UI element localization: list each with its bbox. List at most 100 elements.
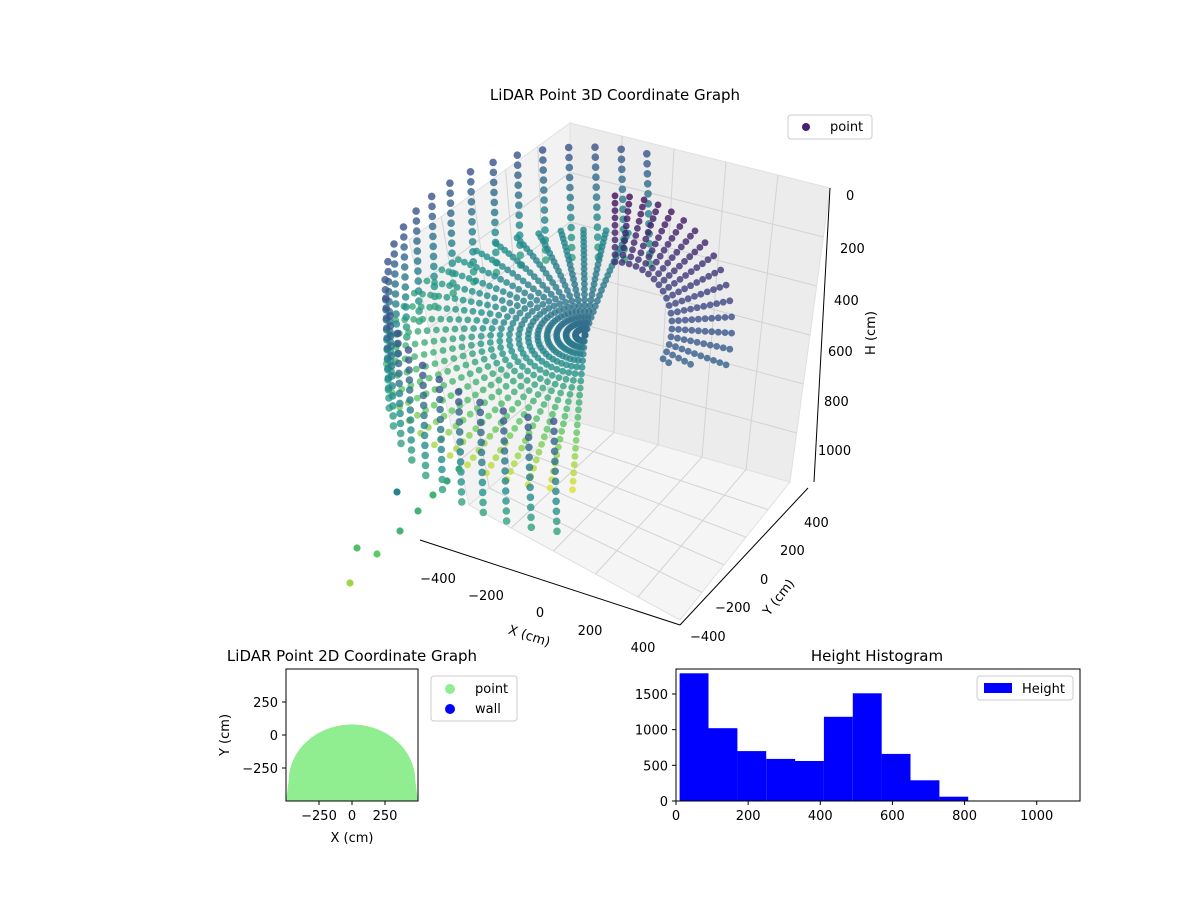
cloud-point <box>387 362 396 370</box>
cloud-point <box>728 313 735 321</box>
cloud-point <box>648 247 656 254</box>
cloud-point <box>593 233 602 241</box>
cloud-point <box>565 153 573 162</box>
cloud-point <box>410 316 418 323</box>
cloud-point <box>573 429 581 436</box>
cloud-point <box>566 391 574 398</box>
cloud-point <box>472 378 480 386</box>
cloud-point <box>675 288 682 296</box>
cloud-point <box>524 413 532 422</box>
legend-histogram-swatch <box>984 683 1012 693</box>
cloud-point <box>611 229 619 237</box>
cloud-point <box>391 270 399 278</box>
cloud-point <box>414 277 423 285</box>
cloud-point <box>430 349 437 356</box>
cloud-point <box>563 405 571 413</box>
cloud-point <box>570 275 577 283</box>
cloud-point <box>455 256 462 264</box>
cloud-point <box>695 315 702 323</box>
cloud-point <box>458 334 466 342</box>
cloud-point <box>478 488 487 497</box>
cloud-point <box>525 443 533 452</box>
cloud-point <box>651 240 659 248</box>
legend-wall-label: wall <box>475 702 501 717</box>
cloud-point <box>591 275 599 283</box>
cloud-point <box>611 236 619 244</box>
cloud-point <box>448 407 456 414</box>
histogram-title: Height Histogram <box>811 647 943 665</box>
cloud-point <box>477 340 485 348</box>
cloud-point <box>430 401 438 409</box>
cloud-point <box>430 282 439 291</box>
y-tick-label: −400 <box>690 630 726 645</box>
cloud-point <box>591 302 599 310</box>
cloud-point <box>448 259 457 268</box>
cloud-point <box>660 276 668 284</box>
cloud-point <box>437 455 446 464</box>
cloud-point <box>540 293 548 301</box>
cloud-point <box>565 163 574 172</box>
cloud-point <box>538 146 547 154</box>
cloud-point <box>381 276 389 284</box>
stray-point <box>414 507 422 515</box>
cloud-point <box>491 272 498 280</box>
cloud-point <box>419 401 428 410</box>
cloud-point <box>566 193 574 202</box>
cloud-point <box>539 166 547 174</box>
cloud-point <box>635 256 642 263</box>
cloud-point <box>509 270 517 277</box>
legend-point-label: point <box>475 682 508 697</box>
cloud-point <box>572 437 580 444</box>
cloud-point <box>492 454 500 462</box>
cloud-point <box>722 361 730 369</box>
cloud-point <box>508 406 516 413</box>
cloud-point <box>669 351 676 359</box>
cloud-point <box>659 265 667 272</box>
cloud-point <box>478 478 487 487</box>
cloud-point <box>545 298 553 305</box>
cloud-point <box>553 527 561 536</box>
cloud-point <box>513 294 521 302</box>
cloud-point <box>493 359 501 367</box>
cloud-point <box>652 258 660 266</box>
cloud-point <box>681 285 688 293</box>
legend-3d-marker <box>802 123 810 131</box>
cloud-point <box>578 363 586 371</box>
cloud-point <box>469 307 477 315</box>
cloud-point <box>617 155 626 164</box>
cloud-point <box>527 293 535 300</box>
cloud-point <box>384 257 392 266</box>
cloud-point <box>544 394 552 401</box>
cloud-point <box>632 263 640 270</box>
cloud-point <box>542 369 550 377</box>
cloud-point <box>441 357 448 365</box>
cloud-point <box>525 463 534 472</box>
cloud-point <box>569 477 577 485</box>
cloud-point <box>400 233 408 241</box>
cloud-point <box>456 448 465 456</box>
cloud-point <box>400 263 409 271</box>
cloud-point <box>527 523 536 532</box>
cloud-point <box>456 458 465 466</box>
cloud-point <box>475 366 483 374</box>
cloud-point <box>570 377 577 384</box>
cloud-point <box>665 272 673 279</box>
cloud-point <box>477 428 485 437</box>
cloud-point <box>499 417 508 425</box>
cloud-point <box>481 374 488 382</box>
cloud-point <box>467 298 475 305</box>
cloud-point <box>516 309 524 317</box>
cloud-point <box>691 227 699 235</box>
cloud-point <box>495 376 503 384</box>
cloud-point <box>457 478 466 486</box>
cloud-point <box>572 445 579 452</box>
grid-line <box>509 470 725 566</box>
cloud-point <box>562 298 569 306</box>
cloud-point <box>681 316 689 324</box>
cloud-point <box>551 403 559 411</box>
chart-3d-title: LiDAR Point 3D Coordinate Graph <box>490 86 740 104</box>
cloud-point <box>553 365 561 373</box>
cloud-point <box>554 396 562 404</box>
cloud-point <box>486 339 494 346</box>
cloud-point <box>522 265 530 272</box>
